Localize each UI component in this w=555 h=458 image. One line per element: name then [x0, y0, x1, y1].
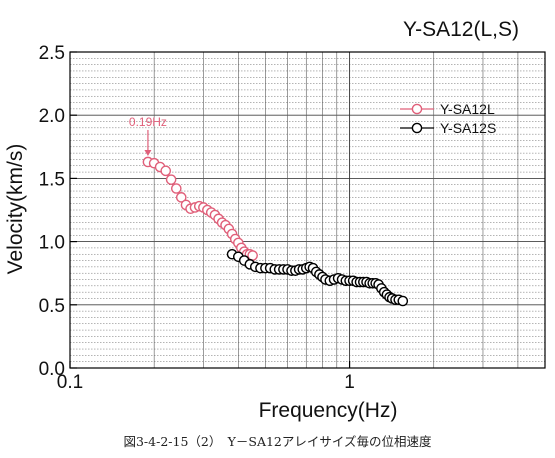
x-tick-label: 1	[344, 372, 355, 393]
legend-marker	[411, 122, 423, 134]
series-y-sa12s	[226, 248, 409, 307]
axis-ticks: 0.0 0.5 1.0 1.5 2.0 2.5 0.1 1	[39, 43, 355, 393]
plot-area-frame	[69, 51, 546, 369]
annotation-label: 0.19Hz	[129, 115, 167, 129]
legend-marker	[411, 103, 423, 115]
legend-label: Y-SA12S	[440, 120, 496, 136]
figure-caption: 図3-4-2-15（2） Y－SA12アレイサイズ毎の位相速度	[123, 434, 432, 449]
series-y-sa12l	[142, 156, 258, 261]
y-tick-label: 1.0	[39, 233, 65, 254]
legend-label: Y-SA12L	[440, 101, 495, 117]
legend-item-y-sa12s: Y-SA12S	[400, 120, 496, 136]
y-axis-label: Velocity(km/s)	[4, 144, 27, 275]
x-tick-label: 0.1	[57, 372, 83, 393]
annotation-arrowhead	[144, 149, 152, 156]
chart-title: Y-SA12(L,S)	[403, 18, 519, 41]
data-point	[247, 250, 258, 261]
velocity-frequency-chart: Y-SA12(L,S) 0.0 0.5 1.0 1.5 2.0 2.5 0.1 1 Frequ…	[4, 18, 546, 422]
legend-item-y-sa12l: Y-SA12L	[400, 101, 495, 117]
data-point	[175, 192, 187, 203]
y-tick-label: 0.5	[39, 296, 65, 317]
data-point	[397, 295, 409, 307]
data-point	[165, 174, 177, 185]
x-axis-label: Frequency(Hz)	[259, 399, 398, 422]
y-tick-label: 2.5	[39, 43, 65, 64]
y-tick-label: 2.0	[39, 106, 65, 127]
data-point	[160, 165, 172, 177]
y-tick-label: 0.0	[39, 359, 65, 380]
grid-lines	[69, 51, 546, 369]
legend: Y-SA12L Y-SA12S	[400, 101, 496, 136]
frequency-annotation: 0.19Hz	[129, 115, 167, 156]
data-series	[142, 156, 409, 307]
data-point	[170, 183, 182, 194]
y-tick-label: 1.5	[39, 169, 65, 190]
